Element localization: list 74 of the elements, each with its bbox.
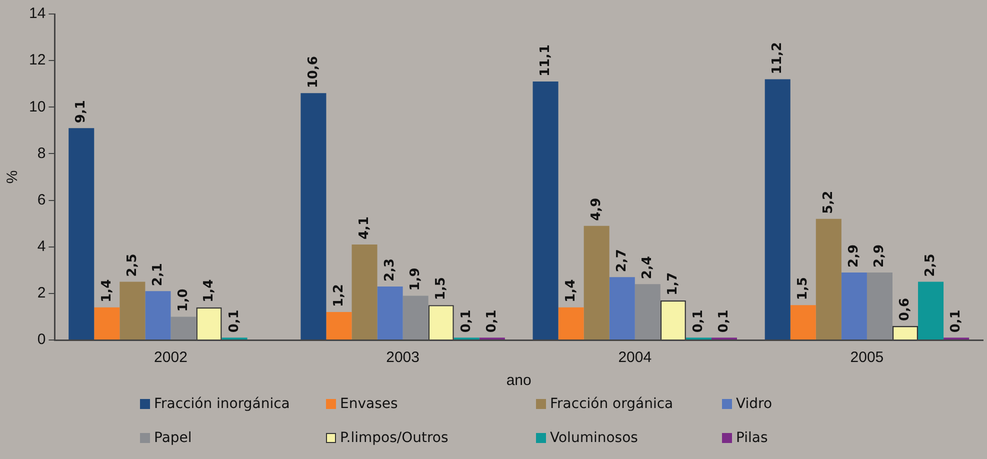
data-label: 1,5 [433,277,448,300]
legend-label: Fracción orgánica [550,396,674,412]
legend-label: Vidro [736,396,772,412]
data-label: 1,4 [99,279,114,302]
data-label: 0,1 [226,310,242,333]
data-label: 11,1 [538,44,553,77]
data-label: 2,7 [614,249,630,272]
legend-label: Voluminosos [550,430,638,446]
data-label: 2,3 [382,258,398,282]
x-tick-label: 2002 [154,349,188,366]
bar [558,307,584,340]
bar [790,305,816,340]
bar [764,79,790,340]
bar [866,272,892,340]
legend-label: P.limpos/Outros [340,430,448,446]
data-label: 1,7 [666,272,681,296]
data-label: 4,9 [588,198,604,221]
data-label: 0,6 [898,298,913,322]
bar [68,128,94,340]
bar [300,93,326,340]
data-label: 0,1 [716,310,732,333]
data-label: 2,4 [640,256,656,280]
bar [94,307,120,340]
bar [918,282,944,340]
data-label: 11,2 [770,42,785,74]
x-tick-label: 2004 [618,349,652,366]
data-label: 1,2 [331,284,346,308]
y-tick-label: 14 [28,5,46,22]
data-label: 0,1 [691,310,706,333]
data-label: 1,5 [796,277,811,300]
bar [816,218,842,340]
data-label: 0,1 [484,310,500,333]
bar [532,82,558,340]
y-tick-label: 12 [28,52,46,69]
legend-label: Envases [340,396,398,412]
data-label: 5,2 [821,190,836,214]
data-label: 1,0 [176,288,191,312]
data-label: 2,9 [846,244,862,268]
bar [120,282,146,340]
data-label: 4,1 [356,216,372,240]
x-axis-title: ano [506,372,532,390]
y-tick-label: 0 [37,331,46,348]
data-label: 1,4 [563,279,578,302]
data-label: 1,4 [201,279,216,302]
bar [609,277,635,340]
legend-label: Fracción inorgánica [154,396,290,412]
data-label: 2,5 [923,254,938,277]
data-label: 2,9 [872,244,888,268]
bar [170,316,196,340]
legend-label: Papel [154,430,192,446]
y-tick-label: 4 [37,238,46,255]
bar [402,296,428,340]
y-tick-label: 2 [37,284,46,302]
bar [841,272,867,340]
bar [145,291,171,340]
y-tick-label: 8 [37,144,46,162]
bar [377,286,403,340]
data-label: 10,6 [306,56,321,88]
data-label: 0,1 [459,310,474,333]
data-label: 1,9 [408,268,423,291]
data-label: 0,1 [948,310,964,333]
bar [584,226,610,340]
bar [352,244,378,340]
bar [326,312,352,340]
bar [634,284,660,340]
data-label: 2,5 [124,254,140,277]
x-tick-label: 2003 [386,349,420,366]
y-tick-label: 6 [37,191,46,208]
data-label: 2,1 [150,263,166,286]
data-label: 9,1 [74,100,89,124]
y-axis-title: % [4,170,22,184]
x-tick-label: 2005 [850,349,884,366]
y-tick-label: 10 [28,98,46,116]
legend-label: Pilas [736,430,768,446]
